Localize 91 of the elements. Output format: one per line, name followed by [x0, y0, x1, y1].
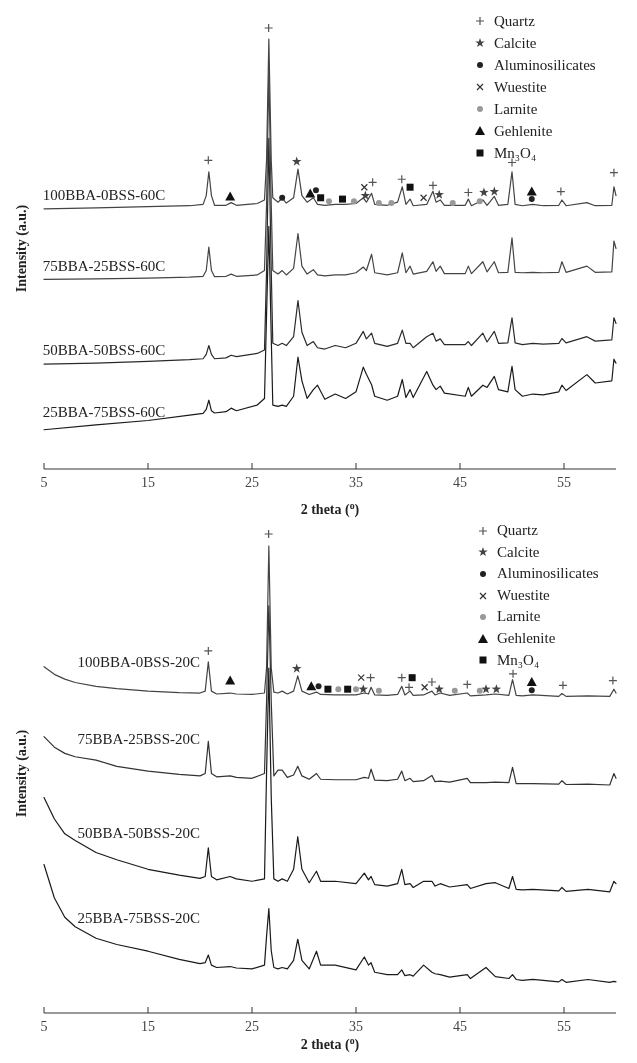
- point: [324, 685, 332, 693]
- point: [528, 687, 535, 694]
- point: [360, 183, 368, 191]
- x-tick-label: 15: [141, 1018, 155, 1034]
- point: [203, 646, 213, 656]
- legend-label: Calcite: [497, 542, 540, 562]
- point: [528, 196, 535, 203]
- legend-label: Mn₃O₄: [494, 144, 537, 163]
- series-label: 75BBA-25BSS-60C: [42, 257, 166, 274]
- point: [291, 663, 302, 673]
- point: [421, 683, 429, 691]
- legend-label: Calcite: [494, 34, 537, 53]
- x-tick-label: 45: [453, 474, 467, 490]
- series-label: 25BBA-75BSS-20C: [77, 909, 201, 926]
- series-label: 50BBA-50BSS-60C: [42, 342, 166, 359]
- point: [388, 200, 395, 207]
- point: [608, 675, 618, 686]
- point: [312, 187, 319, 194]
- legend-label: Quartz: [497, 521, 538, 540]
- point: [476, 687, 483, 694]
- point: [225, 191, 236, 201]
- point: [360, 190, 371, 200]
- x-tick-label: 35: [349, 474, 363, 490]
- legend-label: Quartz: [494, 12, 535, 31]
- point: [508, 669, 518, 679]
- x-tick-label: 25: [245, 474, 259, 490]
- point: [408, 674, 416, 682]
- point: [315, 683, 322, 690]
- point: [264, 529, 274, 539]
- x-tick-label: 5: [40, 1018, 48, 1034]
- point: [481, 684, 491, 694]
- point: [305, 188, 316, 198]
- x-axis-title: 2 theta ($^{o}$): [300, 1034, 360, 1053]
- point: [434, 684, 444, 694]
- legend-label: Aluminosilicates: [497, 564, 599, 584]
- point: [420, 194, 428, 202]
- point: [264, 23, 274, 33]
- point: [357, 674, 365, 682]
- point: [353, 686, 359, 693]
- point: [449, 200, 456, 207]
- point: [556, 187, 566, 197]
- point: [609, 168, 619, 178]
- legend-label: Larnite: [494, 100, 538, 119]
- point: [225, 675, 236, 685]
- series-label: 75BBA-25BSS-20C: [77, 731, 201, 748]
- point: [279, 194, 286, 201]
- legend-label: Gehlenite: [497, 628, 556, 648]
- point: [479, 187, 489, 197]
- point: [375, 200, 382, 207]
- point: [526, 677, 537, 687]
- x-axis-title: 2 theta ($^{o}$): [300, 499, 360, 518]
- point: [325, 198, 332, 205]
- point: [338, 195, 346, 203]
- x-tick-label: 55: [557, 1018, 571, 1034]
- point: [451, 687, 458, 694]
- point: [358, 684, 369, 694]
- point: [306, 681, 317, 691]
- legend-label: Larnite: [497, 607, 541, 627]
- point: [428, 180, 438, 191]
- point: [526, 186, 537, 196]
- series-label: 50BBA-50BSS-20C: [77, 824, 201, 841]
- point: [350, 198, 357, 205]
- point: [558, 680, 568, 690]
- x-tick-label: 45: [453, 1018, 467, 1034]
- x-tick-label: 55: [557, 474, 571, 490]
- y-axis-title: Intensity (a.u.): [14, 729, 30, 818]
- point: [491, 684, 502, 694]
- legend-label: Mn₃O₄: [497, 650, 540, 670]
- legend-label: Wuestite: [494, 78, 547, 97]
- legend-label: Gehlenite: [494, 122, 553, 141]
- series-label: 100BBA-0BSS-60C: [42, 186, 166, 203]
- point: [344, 685, 352, 693]
- point: [375, 687, 382, 694]
- x-tick-label: 35: [349, 1018, 363, 1034]
- point: [427, 677, 437, 687]
- y-axis-title: Intensity (a.u.): [14, 204, 30, 293]
- point: [404, 682, 414, 692]
- series-label: 25BBA-75BSS-60C: [42, 403, 166, 420]
- point: [489, 186, 500, 196]
- x-tick-label: 25: [245, 1018, 259, 1034]
- point: [335, 686, 342, 693]
- point: [476, 198, 483, 205]
- point: [406, 183, 414, 191]
- series-label: 100BBA-0BSS-20C: [77, 653, 201, 670]
- point: [291, 156, 302, 166]
- point: [317, 194, 325, 202]
- x-tick-label: 15: [141, 474, 155, 490]
- point: [434, 189, 444, 199]
- legend-label: Aluminosilicates: [494, 56, 596, 75]
- legend-label: Wuestite: [497, 585, 550, 605]
- x-tick-label: 5: [40, 474, 48, 490]
